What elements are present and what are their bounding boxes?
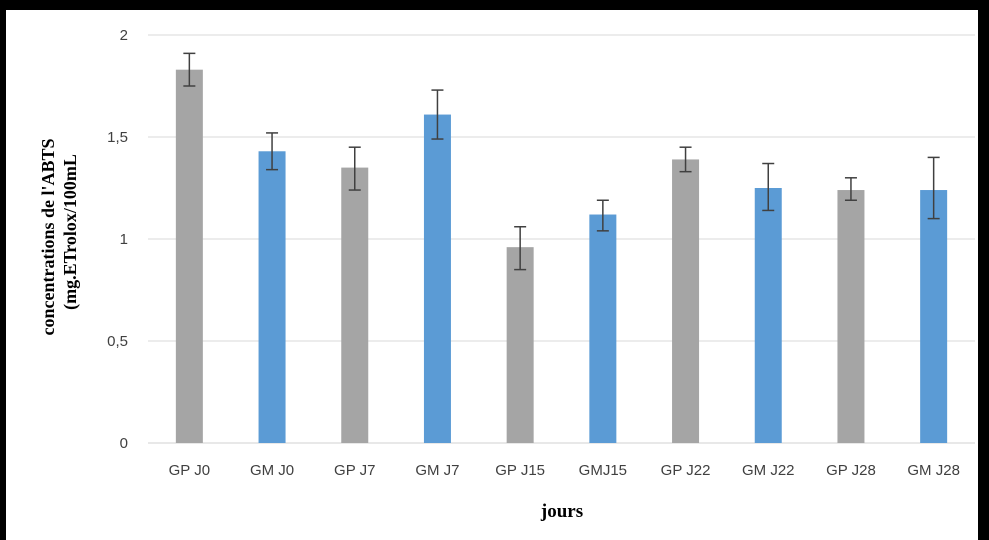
bar <box>754 188 782 443</box>
bar <box>672 159 700 443</box>
x-tick-label: GP J22 <box>661 462 711 479</box>
x-tick-label: GM J0 <box>250 462 294 479</box>
error-bar <box>679 146 692 173</box>
y-tick-label: 0,5 <box>107 333 128 350</box>
x-tick-label: GMJ15 <box>579 462 627 479</box>
x-tick-label: GP J0 <box>169 462 210 479</box>
y-axis-label-line2: (mg.ETrolox/100mL <box>60 154 81 310</box>
error-bar <box>596 199 609 232</box>
error-bar <box>762 162 775 212</box>
bar <box>175 69 203 444</box>
y-tick-label: 2 <box>120 27 128 44</box>
bar <box>258 151 286 443</box>
x-axis-label: jours <box>540 501 583 522</box>
bars <box>175 69 948 444</box>
bar <box>589 214 617 443</box>
y-tick-labels: 0 0,5 1 1,5 2 <box>107 27 128 452</box>
error-bar <box>844 177 857 201</box>
x-tick-label: GP J15 <box>495 462 545 479</box>
x-tick-label: GP J7 <box>334 462 375 479</box>
y-axis-label-line1: concentrations de l'ABTS <box>38 138 58 335</box>
bar <box>506 247 534 443</box>
error-bar <box>266 132 279 171</box>
error-bar <box>348 146 361 191</box>
bar <box>341 167 369 443</box>
bar <box>837 190 865 443</box>
error-bars <box>183 52 940 271</box>
y-tick-label: 1,5 <box>107 129 128 146</box>
error-bar <box>514 226 527 271</box>
bar <box>423 114 451 443</box>
error-bar <box>183 52 196 87</box>
y-tick-label: 1 <box>120 231 128 248</box>
error-bar <box>431 89 444 140</box>
x-tick-label: GM J7 <box>415 462 459 479</box>
x-tick-label: GM J28 <box>907 462 960 479</box>
x-tick-label: GM J22 <box>742 462 795 479</box>
gridlines <box>148 34 975 444</box>
y-tick-label: 0 <box>120 435 128 452</box>
error-bar <box>927 156 940 220</box>
x-tick-label: GP J28 <box>826 462 876 479</box>
x-tick-labels: GP J0 GM J0 GP J7 GM J7 GP J15 GMJ15 GP J22 GM … <box>169 462 960 479</box>
bar <box>920 190 948 443</box>
